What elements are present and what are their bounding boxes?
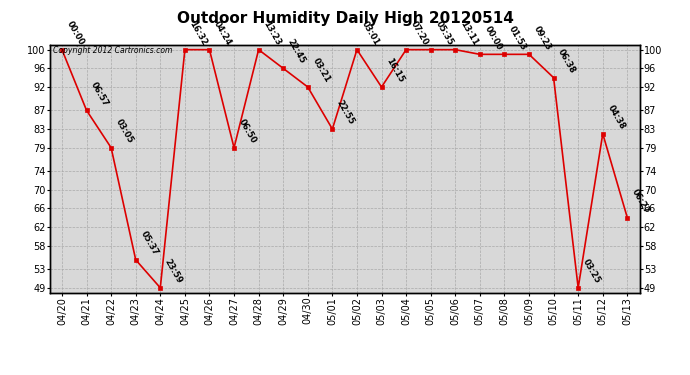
Text: 04:38: 04:38 — [606, 104, 627, 131]
Text: 03:21: 03:21 — [310, 57, 332, 84]
Text: 06:27: 06:27 — [630, 188, 651, 215]
Text: 05:35: 05:35 — [433, 20, 455, 47]
Text: 05:37: 05:37 — [139, 230, 159, 257]
Text: 16:32: 16:32 — [188, 19, 209, 47]
Text: 01:53: 01:53 — [507, 24, 529, 51]
Text: 07:20: 07:20 — [409, 20, 430, 47]
Text: Outdoor Humidity Daily High 20120514: Outdoor Humidity Daily High 20120514 — [177, 11, 513, 26]
Text: Copyright 2012 Cartronics.com: Copyright 2012 Cartronics.com — [52, 46, 172, 55]
Text: 13:23: 13:23 — [262, 20, 282, 47]
Text: 09:23: 09:23 — [532, 24, 553, 51]
Text: 16:15: 16:15 — [384, 57, 406, 84]
Text: 03:05: 03:05 — [114, 117, 135, 145]
Text: 03:25: 03:25 — [581, 258, 602, 285]
Text: 04:24: 04:24 — [213, 19, 233, 47]
Text: 06:38: 06:38 — [556, 48, 578, 75]
Text: 00:00: 00:00 — [65, 20, 86, 47]
Text: 06:50: 06:50 — [237, 117, 258, 145]
Text: 22:55: 22:55 — [335, 99, 356, 126]
Text: 23:59: 23:59 — [163, 258, 184, 285]
Text: 22:45: 22:45 — [286, 38, 307, 66]
Text: 00:00: 00:00 — [482, 24, 504, 51]
Text: 13:11: 13:11 — [458, 19, 480, 47]
Text: 03:01: 03:01 — [359, 20, 381, 47]
Text: 06:57: 06:57 — [89, 80, 110, 108]
